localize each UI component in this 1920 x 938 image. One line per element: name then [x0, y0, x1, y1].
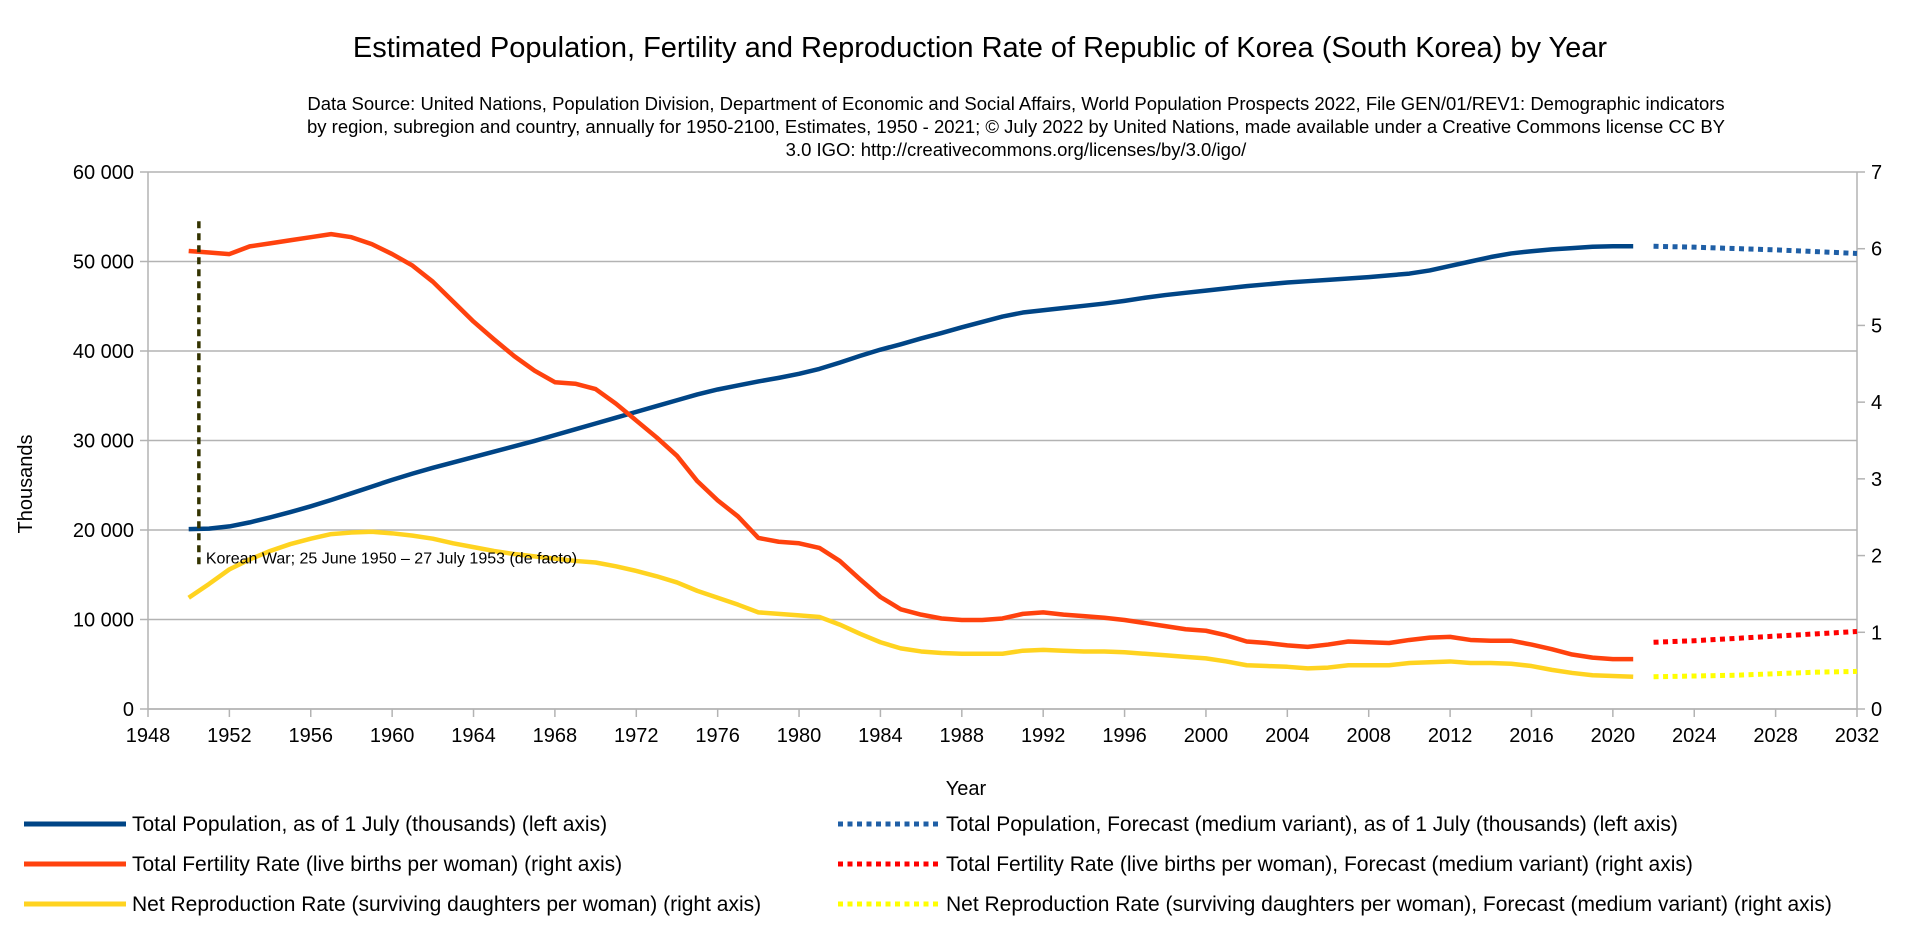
series-line-4 [1653, 243, 1858, 256]
x-tick-label: 2008 [1346, 725, 1391, 747]
series-line-3 [187, 529, 1634, 680]
x-tick-label: 1960 [370, 725, 415, 747]
y-right-tick-label: 7 [1871, 162, 1882, 184]
y-right-tick-label: 3 [1871, 469, 1882, 491]
y-left-tick-label: 50 000 [73, 252, 134, 274]
y-left-tick-label: 10 000 [73, 610, 134, 632]
y-right-tick-label: 0 [1871, 699, 1882, 721]
korean-war-label: Korean War; 25 June 1950 – 27 July 1953 … [206, 550, 577, 567]
x-axis-title: Year [946, 778, 987, 800]
y-left-tick-label: 30 000 [73, 431, 134, 453]
y-right-tick-label: 1 [1871, 622, 1882, 644]
data-source-line-2: by region, subregion and country, annual… [307, 116, 1725, 137]
x-tick-label: 1996 [1102, 725, 1147, 747]
legend-label-2: Total Fertility Rate (live births per wo… [132, 853, 622, 876]
x-tick-label: 1992 [1021, 725, 1066, 747]
y-right-tick-label: 6 [1871, 239, 1882, 261]
x-tick-label: 1964 [451, 725, 496, 747]
x-tick-label: 1980 [777, 725, 822, 747]
series-line-2 [188, 231, 1634, 662]
x-tick-label: 2032 [1835, 725, 1880, 747]
legend-label-1: Total Population, as of 1 July (thousand… [132, 813, 607, 836]
y-left-tick-label: 60 000 [73, 162, 134, 184]
x-tick-label: 1956 [289, 725, 334, 747]
x-tick-label: 2004 [1265, 725, 1310, 747]
x-tick-label: 2012 [1428, 725, 1473, 747]
legend-label-4: Total Population, Forecast (medium varia… [946, 813, 1678, 836]
y-right-tick-label: 5 [1871, 315, 1882, 337]
legend-label-3: Net Reproduction Rate (surviving daughte… [132, 893, 761, 916]
x-tick-label: 2000 [1184, 725, 1229, 747]
y-left-tick-label: 0 [123, 699, 134, 721]
series-line-5 [1653, 629, 1858, 645]
x-tick-label: 2016 [1509, 725, 1554, 747]
x-tick-label: 2020 [1591, 725, 1636, 747]
y-left-tick-label: 20 000 [73, 520, 134, 542]
y-axis-left-title: Thousands [15, 435, 37, 534]
x-tick-label: 1968 [533, 725, 578, 747]
x-tick-label: 2028 [1753, 725, 1798, 747]
korean-war-annotation: Korean War; 25 June 1950 – 27 July 1953 … [197, 221, 577, 569]
x-tick-label: 2024 [1672, 725, 1717, 747]
x-tick-label: 1972 [614, 725, 659, 747]
series-lines [187, 231, 1858, 680]
axes: 0 10 000 20 000 30 000 40 000 50 000 60 000 0 1 2… [73, 162, 1882, 747]
grid-lines [148, 171, 1857, 710]
series-line-6 [1653, 668, 1858, 680]
y-right-tick-label: 2 [1871, 546, 1882, 568]
chart-title: Estimated Population, Fertility and Repr… [353, 32, 1608, 64]
x-tick-label: 1952 [207, 725, 252, 747]
legend-label-5: Total Fertility Rate (live births per wo… [946, 853, 1693, 876]
y-right-tick-label: 4 [1871, 392, 1882, 414]
legend-label-6: Net Reproduction Rate (surviving daughte… [946, 893, 1832, 916]
y-left-tick-label: 40 000 [73, 341, 134, 363]
data-source-line-3: 3.0 IGO: http://creativecommons.org/lice… [786, 139, 1248, 160]
x-tick-label: 1988 [940, 725, 985, 747]
data-source-line-1: Data Source: United Nations, Population … [307, 93, 1724, 114]
legend: Total Population, as of 1 July (thousand… [24, 813, 1832, 916]
x-tick-label: 1984 [858, 725, 903, 747]
series-line-1 [188, 244, 1634, 532]
x-tick-label: 1948 [126, 725, 171, 747]
x-tick-label: 1976 [695, 725, 740, 747]
